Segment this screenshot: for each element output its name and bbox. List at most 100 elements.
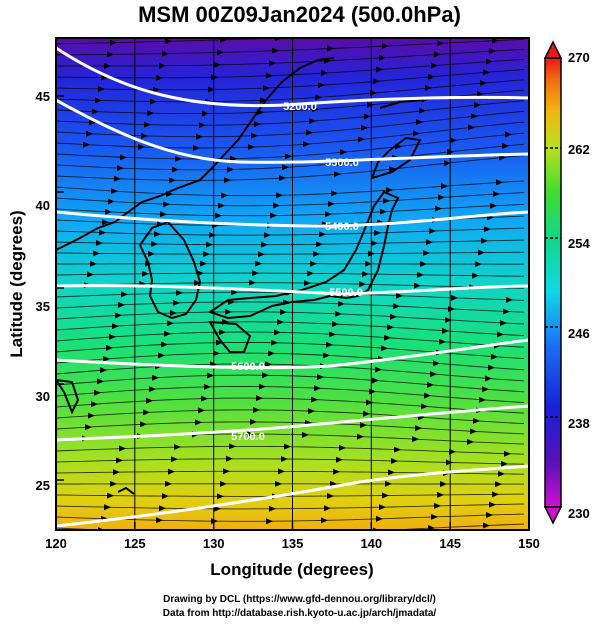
streamline-arrow [254,121,261,128]
streamline-arrow [325,211,332,218]
streamline-arrow [172,166,179,173]
streamline-arrow [437,491,444,498]
streamline-arrow [103,355,110,362]
streamline-arrow [431,513,438,520]
streamline-arrow [467,438,474,445]
streamline-arrow [450,137,457,144]
streamline-arrow [88,412,95,419]
streamline [56,342,525,360]
streamline-arrow [501,460,508,467]
streamline-arrow [284,443,291,450]
x-tick-label: 125 [124,536,146,551]
streamline [56,48,525,67]
streamline-arrow [366,399,373,406]
streamline-arrow [472,272,479,279]
contour-label: 5200.0 [283,101,317,113]
streamline-arrow [375,366,382,373]
streamline-arrow [426,239,433,246]
streamline-arrow [99,229,106,236]
streamline-arrow [329,331,336,338]
streamline-arrow [388,469,395,476]
streamline-arrow [321,70,328,77]
streamline-arrow [154,231,161,238]
streamline-arrow [261,241,268,248]
streamline-arrow [255,260,262,267]
streamline-arrow [502,142,509,149]
streamline-arrow [423,250,430,257]
streamline-arrow [440,481,447,488]
streamline-arrow [89,119,96,126]
streamline-arrow [331,190,338,197]
streamline-arrow [213,350,220,357]
streamline [56,363,525,382]
streamline-arrow [169,177,176,184]
streamline-arrow [221,192,228,199]
streamline-arrow [503,308,510,315]
streamline [56,192,525,207]
streamline-arrow [442,327,449,334]
map-title: MSM 00Z09Jan2024 (500.0hPa) [138,2,461,27]
streamline-arrow [498,470,505,477]
streamline-arrow [318,82,325,89]
streamline-arrow [358,136,365,143]
streamline-arrow [277,319,284,326]
streamline-arrow [269,60,276,67]
streamline-arrow [372,377,379,384]
streamline-arrow [446,459,453,466]
streamline-arrow [491,353,498,360]
streamline-arrow [118,301,125,308]
contour-5700 [56,404,529,442]
streamline-arrow [381,345,388,352]
streamline-arrow [384,334,391,341]
streamline-arrow [497,331,504,338]
streamline-arrow [438,194,445,201]
streamline-arrow [98,86,105,93]
streamline [56,121,525,149]
streamline-arrow [486,58,493,65]
streamline [56,374,525,393]
streamline-arrow [93,250,100,257]
streamline-arrow [265,361,272,368]
streamline-arrow [214,505,221,512]
contour-label: 5300.0 [325,157,359,169]
streamline-arrow [315,94,322,101]
streamline-arrow [263,85,270,92]
streamline-arrow [429,227,436,234]
streamline-arrow [393,303,400,310]
streamline-arrow [200,260,207,267]
streamline-arrow [371,240,378,247]
streamline-arrow [165,38,172,45]
streamline-arrow [483,69,490,76]
streamline-arrow [115,312,122,319]
colorbar-tick-label: 230 [568,506,590,521]
streamline-arrow [204,383,211,390]
streamline-arrow [163,201,170,208]
streamline-arrow [141,132,148,139]
streamline-arrow [167,320,174,327]
streamline-arrow [376,515,383,522]
streamline-arrow [302,431,309,438]
streamline-arrow [280,309,287,316]
streamline-arrow [489,48,496,55]
contour-5800 [56,464,529,528]
streamline-arrow [365,260,372,267]
x-tick-label: 150 [518,536,540,551]
y-tick-label: 35 [36,299,50,314]
streamline-arrow [143,409,150,416]
streamline-arrow [479,396,486,403]
streamline-arrow [492,38,499,44]
streamline-arrow [383,197,390,204]
streamline-arrow [478,249,485,256]
streamline-arrow [373,78,380,85]
streamline-arrow [216,339,223,346]
streamline-arrow [102,219,109,226]
streamline-arrow [260,97,267,104]
streamline-arrow [471,113,478,120]
streamline-arrow [492,491,499,498]
streamline-arrow [110,480,117,487]
streamline-arrow [430,371,437,378]
streamline-arrow [220,38,227,43]
streamline [56,38,525,56]
streamline-arrow [390,313,397,320]
streamline-arrow [496,179,503,186]
